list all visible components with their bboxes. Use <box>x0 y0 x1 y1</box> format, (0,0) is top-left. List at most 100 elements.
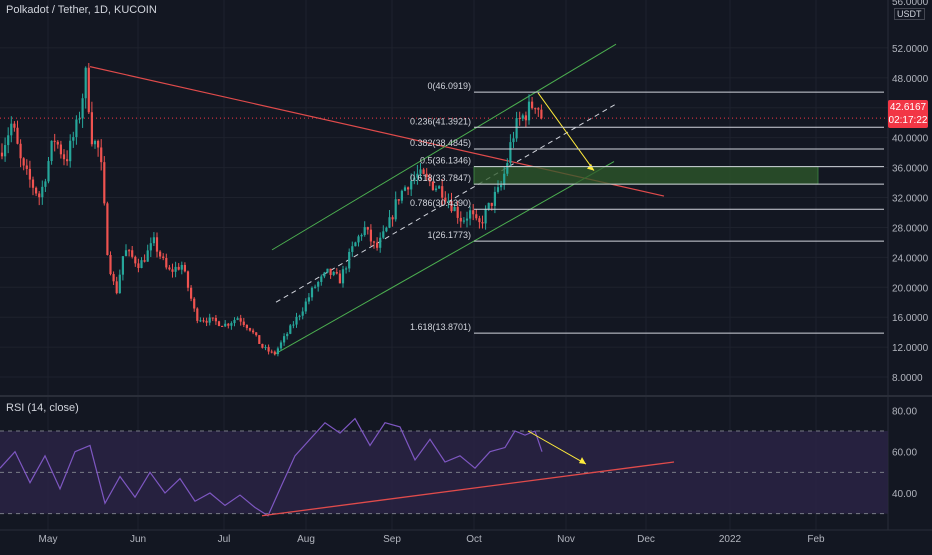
fib-level-label: 0.618(33.7847) <box>410 173 471 183</box>
candle-body <box>16 127 19 144</box>
candle-body <box>283 336 286 343</box>
projection-arrow <box>537 92 595 171</box>
candle-body <box>509 142 512 164</box>
candle-body <box>441 186 444 198</box>
candle-body <box>382 231 385 238</box>
y-tick-label: 20.0000 <box>892 283 929 294</box>
candle-body <box>264 347 267 349</box>
candle-body <box>286 333 289 337</box>
channel-lower <box>273 161 615 356</box>
candle-body <box>279 342 283 349</box>
candle-body <box>41 186 44 198</box>
candle-body <box>103 162 106 204</box>
candle-body <box>314 286 317 288</box>
candle-body <box>360 234 363 237</box>
candle-body <box>97 140 100 148</box>
candle-body <box>289 325 292 334</box>
candle-body <box>10 123 13 136</box>
candle-body <box>217 321 221 326</box>
candle-body <box>190 287 193 299</box>
candle-body <box>137 263 140 269</box>
candle-body <box>295 316 298 325</box>
candle-body <box>87 67 90 113</box>
candle-body <box>537 108 540 110</box>
drawings <box>0 43 888 356</box>
candle-body <box>69 140 72 162</box>
candle-body <box>84 67 87 99</box>
x-tick-label: Feb <box>807 534 825 545</box>
candle-body <box>121 256 124 275</box>
candle-body <box>47 161 50 182</box>
candle-body <box>484 208 487 224</box>
candle-body <box>22 158 25 166</box>
candle-body <box>124 250 128 257</box>
candle-body <box>255 332 258 336</box>
candle-body <box>205 320 208 323</box>
candle-body <box>221 325 224 327</box>
rsi-arrow <box>527 430 587 465</box>
y-tick-label: 40.0000 <box>892 134 929 145</box>
candle-body <box>31 179 35 188</box>
candle-body <box>165 258 168 268</box>
y-tick-label: 52.0000 <box>892 44 929 55</box>
candle-body <box>131 250 134 257</box>
candle-body <box>307 297 310 302</box>
candle-body <box>419 169 422 174</box>
candle-body <box>503 173 506 185</box>
x-tick-label: Oct <box>466 534 482 545</box>
rsi-line <box>0 417 543 517</box>
candle-body <box>159 251 162 257</box>
candle-body <box>465 218 469 221</box>
candle-body <box>363 227 366 235</box>
candle-body <box>196 308 199 321</box>
candle-body <box>354 242 357 247</box>
candle-body <box>211 317 214 319</box>
x-tick-label: Dec <box>637 534 655 545</box>
candle-body <box>410 180 413 190</box>
candle-body <box>490 202 493 206</box>
candle-body <box>149 243 152 251</box>
candle-body <box>431 181 434 191</box>
candle-body <box>180 264 183 270</box>
current-price-value: 42.6167 <box>889 102 927 113</box>
candle-body <box>351 246 354 252</box>
candle-body <box>115 281 118 294</box>
candle-body <box>106 203 109 256</box>
candle-body <box>81 98 84 119</box>
candle-body <box>335 272 338 274</box>
candle-body <box>230 323 233 326</box>
candle-body <box>227 323 230 326</box>
candle-body <box>329 268 332 275</box>
candle-body <box>56 141 59 145</box>
candle-body <box>459 217 462 222</box>
candle-body <box>397 199 400 201</box>
candle-body <box>348 251 351 269</box>
candle-body <box>134 256 137 264</box>
candle-body <box>447 201 450 203</box>
candle-body <box>453 206 456 212</box>
candle-body <box>540 109 543 119</box>
fib-level-label: 0.786(30.4390) <box>410 198 471 208</box>
candle-body <box>534 108 537 110</box>
candle-body <box>4 145 7 157</box>
candle-body <box>345 268 348 270</box>
x-tick-label: Nov <box>557 534 575 545</box>
candle-body <box>512 138 515 143</box>
current-price-badge: 42.6167 02:17:22 <box>888 100 928 128</box>
candle-body <box>403 187 407 191</box>
candle-body <box>304 301 307 312</box>
candle-body <box>245 325 248 329</box>
candle-body <box>456 206 459 218</box>
y-tick-label: 24.0000 <box>892 253 929 264</box>
candle-body <box>472 210 475 215</box>
candle-body <box>273 351 276 355</box>
currency-unit[interactable]: USDT <box>894 8 925 20</box>
candle-body <box>310 287 314 298</box>
candle-body <box>462 220 465 222</box>
candle-body <box>372 241 376 243</box>
candle-body <box>506 163 509 174</box>
candle-body <box>186 271 190 288</box>
candle-body <box>261 343 264 348</box>
